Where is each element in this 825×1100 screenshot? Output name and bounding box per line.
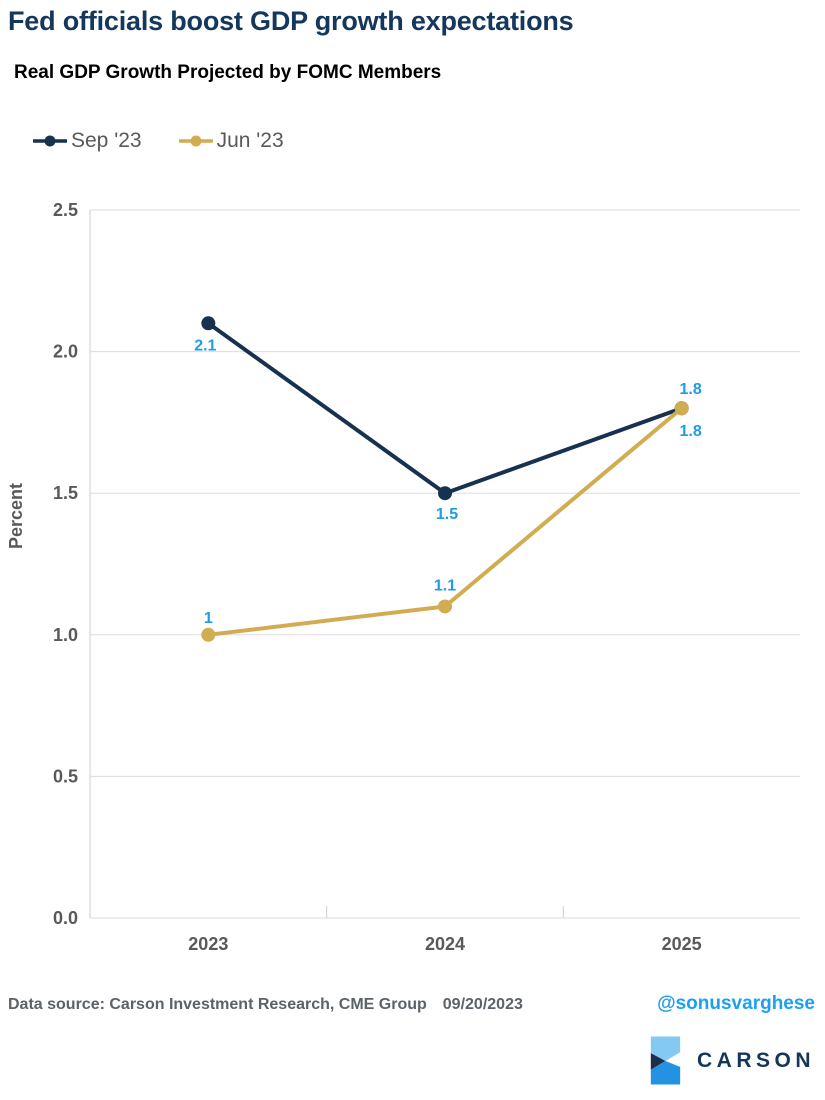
legend-marker-icon (33, 135, 67, 147)
data-point-label: 2.1 (194, 337, 216, 354)
carson-logo-icon (650, 1036, 681, 1085)
y-tick-label: 0.0 (53, 908, 78, 928)
legend-label: Jun '23 (216, 129, 284, 152)
logo-dark-triangle (650, 1053, 666, 1070)
chart-subtitle: Real GDP Growth Projected by FOMC Member… (14, 62, 442, 83)
data-point[interactable] (201, 627, 216, 642)
legend-label: Sep '23 (71, 129, 142, 152)
carson-logo: CARSON (643, 1033, 815, 1088)
carson-logo-text: CARSON (696, 1048, 815, 1072)
y-tick-label: 2.0 (53, 342, 78, 362)
gdp-projection-chart: 0.0 0.5 1.0 1.5 2.0 2.5 2023 2024 2025 Percent 2.1… (6, 200, 800, 954)
y-tick-label: 1.5 (53, 483, 78, 503)
legend-item-sep-23[interactable]: Sep '23 (32, 129, 142, 153)
data-source-text: Data source: Carson Investment Research,… (8, 996, 427, 1013)
data-point[interactable] (438, 486, 452, 501)
data-point-label: 1 (204, 610, 213, 627)
data-point-label: 1.8 (680, 381, 702, 398)
data-point-label: 1.5 (436, 506, 458, 523)
data-point-label: 1.8 (680, 423, 702, 440)
y-tick-label: 0.5 (53, 766, 78, 786)
y-tick-label: 2.5 (53, 200, 78, 220)
chart-title: Fed officials boost GDP growth expectati… (8, 6, 574, 36)
y-axis-title: Percent (6, 483, 26, 549)
twitter-handle[interactable]: @sonusvarghese (657, 993, 815, 1014)
logo-light-triangle (650, 1036, 681, 1061)
chart-legend: Sep '23 Jun '23 (32, 126, 284, 156)
chart-area: 0.0 0.5 1.0 1.5 2.0 2.5 2023 2024 2025 Percent 2.1… (0, 190, 825, 980)
data-point[interactable] (674, 401, 689, 416)
logo-blue-triangle (650, 1060, 681, 1085)
footer-date: 09/20/2023 (442, 996, 523, 1013)
x-tick-label: 2023 (188, 934, 228, 954)
data-point-label: 1.1 (434, 577, 456, 594)
x-tick-label: 2024 (425, 934, 465, 954)
y-tick-label: 1.0 (53, 625, 78, 645)
data-source: Data source: Carson Investment Research,… (8, 996, 523, 1014)
data-point[interactable] (201, 316, 216, 331)
data-point[interactable] (438, 599, 452, 614)
legend-marker-icon (178, 135, 213, 147)
legend-item-jun-23[interactable]: Jun '23 (178, 129, 284, 153)
x-tick-label: 2025 (662, 934, 702, 954)
